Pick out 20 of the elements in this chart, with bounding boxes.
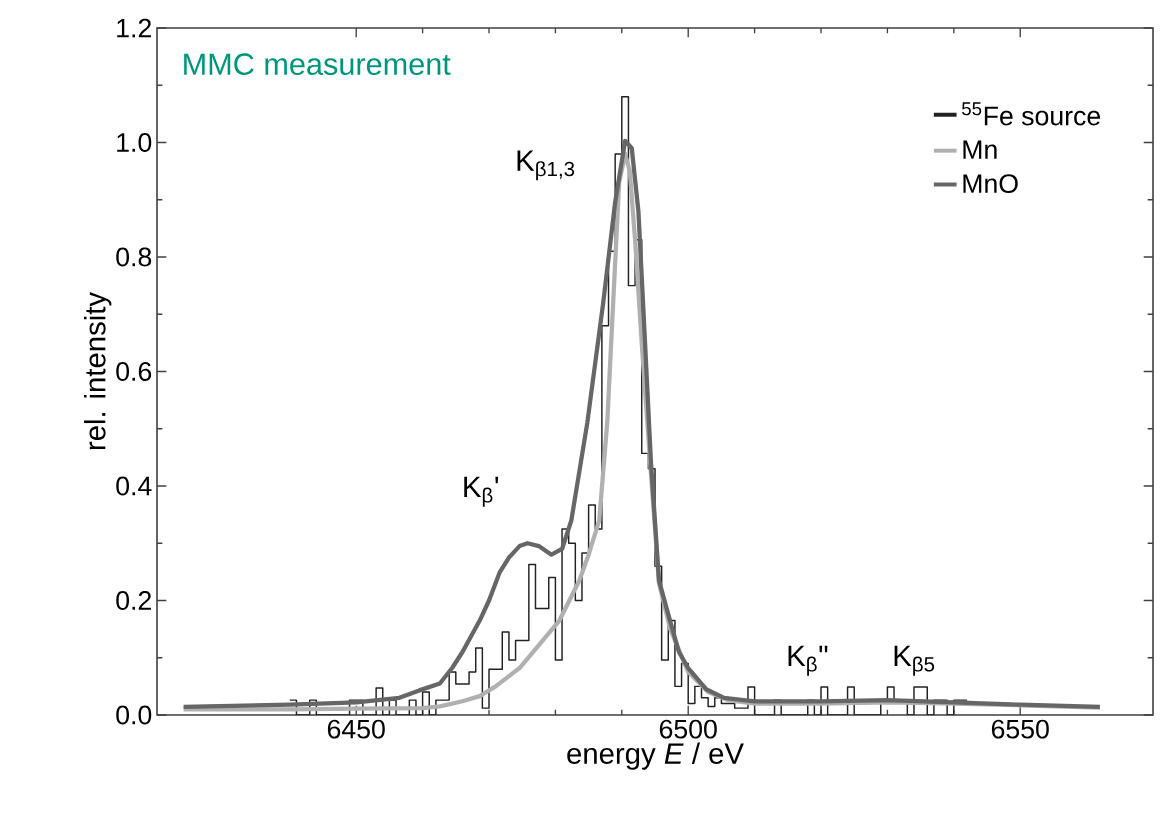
x-tick-label: 6550 bbox=[991, 719, 1049, 739]
y-tick-label: 1.2 bbox=[117, 18, 151, 38]
x-axis-title: energy E / eV bbox=[567, 742, 744, 770]
legend-label: Mn bbox=[963, 140, 997, 159]
x-tick-label: 6450 bbox=[327, 719, 385, 739]
y-tick-label: 0.6 bbox=[116, 362, 152, 381]
annotation: K$_{β}$' bbox=[464, 476, 499, 507]
legend-label: MnO bbox=[963, 174, 1018, 194]
y-tick-label: 0.8 bbox=[116, 247, 152, 267]
annotation: K$_{β5}$ bbox=[894, 645, 935, 676]
y-tick-label: 0.2 bbox=[116, 591, 151, 610]
legend-label: $^{55}$Fe source bbox=[962, 102, 1101, 126]
annotation: K$_{β1,3}$ bbox=[517, 150, 575, 181]
y-axis-title: rel. intensity bbox=[84, 291, 112, 450]
y-tick-label: 0.0 bbox=[116, 705, 152, 725]
x-tick-label: 6500 bbox=[659, 719, 717, 739]
y-tick-label: 1.0 bbox=[117, 133, 152, 152]
y-tick-label: 0.4 bbox=[116, 476, 152, 496]
annotation: MMC measurement bbox=[184, 53, 451, 76]
annotation: K$_{β}$" bbox=[788, 645, 828, 676]
